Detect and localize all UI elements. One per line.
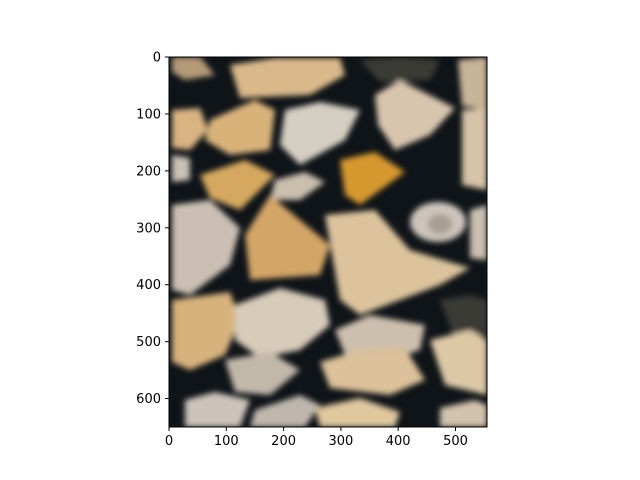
- log-piece: [440, 400, 487, 427]
- log-piece: [470, 205, 487, 260]
- y-tick-label: 600: [136, 392, 161, 407]
- x-tick-label: 300: [328, 434, 353, 449]
- axes-frame: [168, 56, 488, 428]
- log-piece: [462, 108, 487, 190]
- x-tick-label: 500: [443, 434, 468, 449]
- log-piece: [172, 200, 240, 295]
- log-piece: [172, 57, 215, 80]
- log-piece: [205, 100, 275, 155]
- firewood-image: [169, 57, 487, 427]
- log-piece: [375, 80, 455, 150]
- log-piece: [185, 392, 250, 427]
- log-piece: [280, 102, 360, 165]
- log-piece: [270, 172, 325, 200]
- log-piece: [340, 152, 405, 205]
- x-axis: 0 100 200 300 400 500: [165, 427, 468, 449]
- log-piece: [440, 295, 487, 340]
- log-piece: [315, 398, 400, 427]
- log-piece: [458, 57, 487, 110]
- log-piece: [245, 195, 330, 280]
- log-piece: [172, 292, 240, 370]
- log-piece: [320, 348, 425, 395]
- log-piece: [325, 210, 470, 315]
- log-piece: [172, 108, 208, 150]
- y-tick-label: 200: [136, 164, 161, 179]
- y-axis: 0 100 200 300 400 500 600: [136, 51, 169, 407]
- y-tick-label: 100: [136, 107, 161, 122]
- log-piece: [235, 288, 330, 358]
- log-piece: [430, 330, 487, 395]
- log-end-core: [428, 214, 452, 234]
- log-piece: [230, 58, 345, 98]
- x-tick-label: 400: [386, 434, 411, 449]
- log-piece: [250, 395, 320, 427]
- log-piece: [172, 155, 190, 182]
- log-piece: [360, 57, 440, 82]
- x-tick-label: 0: [165, 434, 173, 449]
- y-tick-label: 0: [153, 51, 161, 66]
- log-piece: [225, 352, 300, 395]
- log-piece: [200, 160, 275, 210]
- y-tick-label: 300: [136, 221, 161, 236]
- x-tick-label: 200: [271, 434, 296, 449]
- x-tick-label: 100: [214, 434, 239, 449]
- y-tick-label: 400: [136, 278, 161, 293]
- y-tick-label: 500: [136, 335, 161, 350]
